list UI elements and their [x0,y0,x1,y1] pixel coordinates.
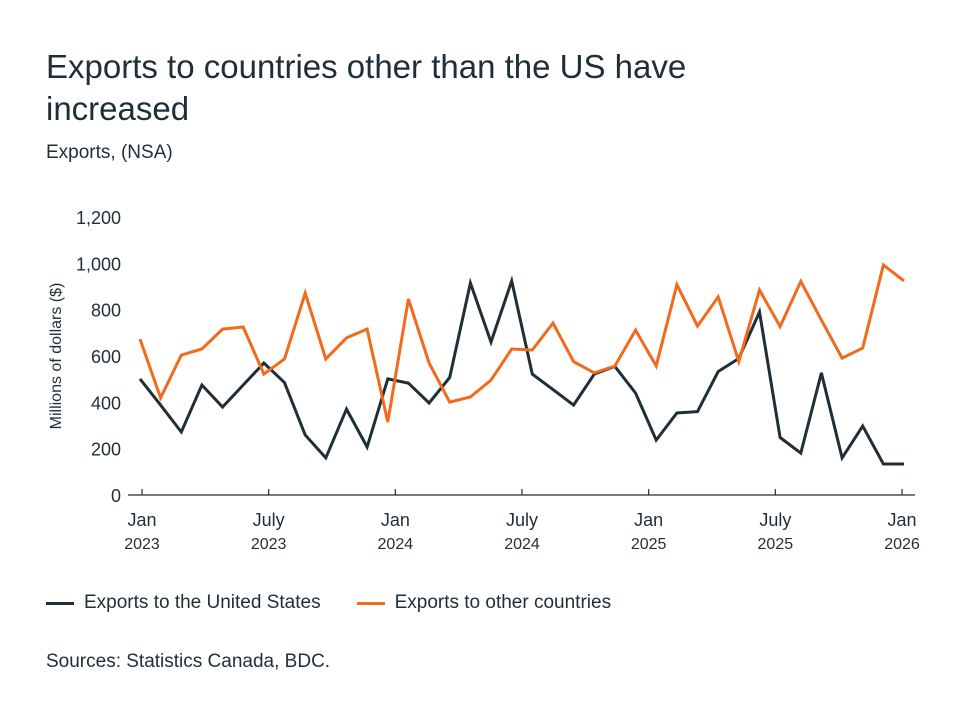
x-tick-label-year: 2024 [504,536,540,553]
y-tick-label: 600 [91,347,121,367]
series-line-united-states [138,275,904,466]
legend-label-us: Exports to the United States [84,592,321,613]
y-tick-label: 1,000 [76,254,121,274]
x-tick-label-month: July [759,510,791,530]
x-tick-label-year: 2025 [758,536,794,553]
x-tick-label-month: Jan [634,510,663,530]
chart-title: Exports to countries other than the US h… [46,48,687,127]
legend-item-other: Exports to other countries [356,592,612,614]
y-axis-label: Millions of dollars ($) [48,283,65,430]
y-tick-label: 200 [91,440,121,460]
series-line-other-countries [138,262,905,423]
x-tick-label-year: 2023 [124,536,160,553]
legend-item-us: Exports to the United States [46,592,321,614]
x-tick-label-month: Jan [127,510,156,530]
chart-subtitle: Exports, (NSA) [46,142,173,163]
x-tick-label-year: 2025 [631,536,667,553]
y-axis: 0 200 400 600 800 1,000 1,200 [76,208,121,506]
y-tick-label: 800 [91,301,121,321]
x-tick-label-year: 2024 [378,536,414,553]
x-tick-label-year: 2023 [251,536,287,553]
y-tick-label: 400 [91,393,121,413]
x-axis: Jan 2023 July 2023 Jan 2024 July 2024 Jan 2025 Jul… [124,489,920,553]
legend-swatch-us [46,601,74,605]
x-tick-label-month: July [506,510,538,530]
series-group [138,262,905,466]
legend: Exports to the United States Exports to … [46,592,611,614]
x-tick-label-month: Jan [381,510,410,530]
source-note: Sources: Statistics Canada, BDC. [46,651,331,672]
y-tick-label: 1,200 [76,208,121,228]
legend-label-other: Exports to other countries [394,592,612,613]
legend-swatch-other [356,601,385,605]
x-tick-label-month: July [253,510,285,530]
y-tick-label: 0 [111,486,121,506]
x-tick-label-month: Jan [887,510,916,530]
x-tick-label-year: 2026 [884,536,920,553]
